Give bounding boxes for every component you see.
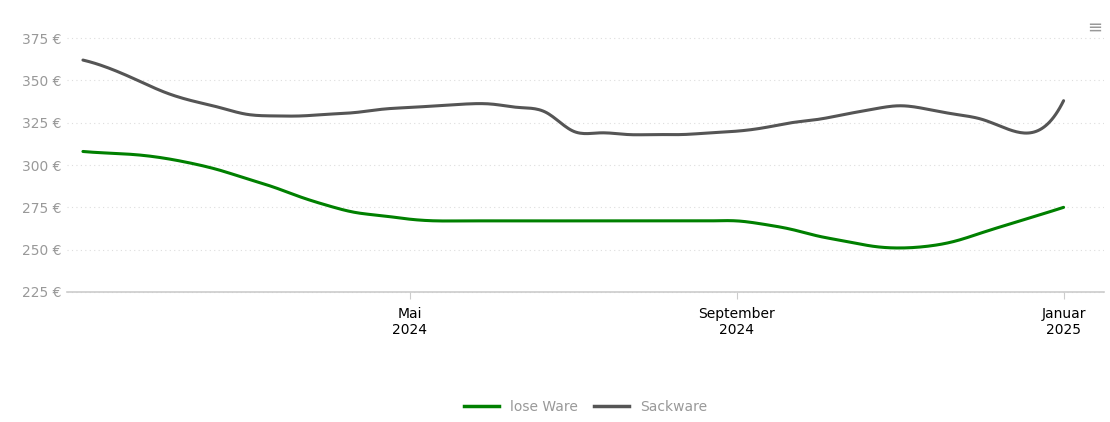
- Text: ≡: ≡: [1087, 19, 1102, 37]
- Legend: lose Ware, Sackware: lose Ware, Sackware: [458, 394, 713, 419]
